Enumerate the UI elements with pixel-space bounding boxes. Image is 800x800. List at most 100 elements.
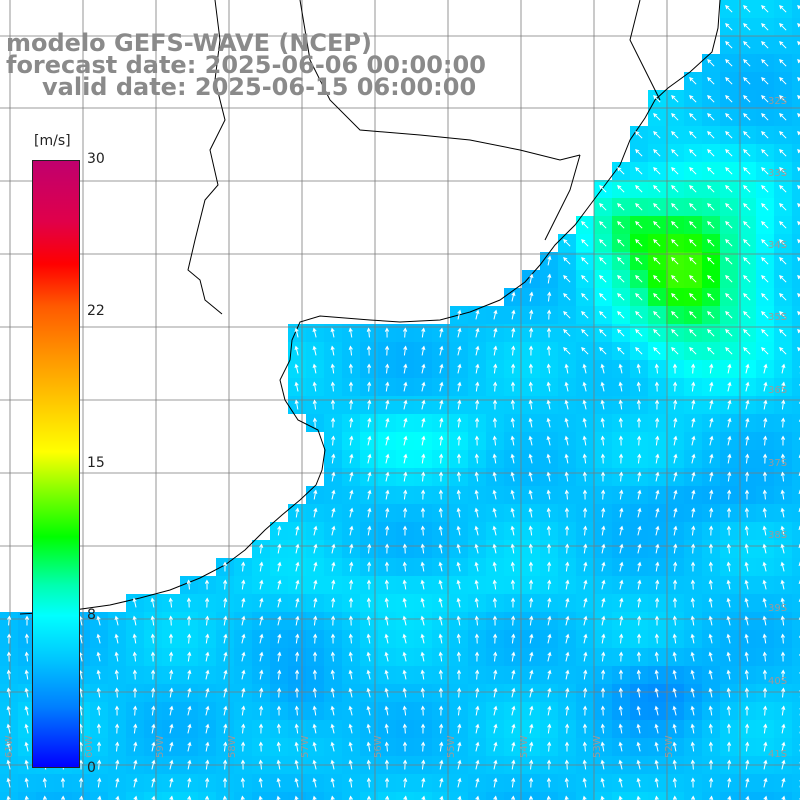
wind-arrow	[708, 705, 713, 716]
wind-arrow	[619, 597, 624, 608]
wind-arrow	[294, 327, 299, 338]
wind-cell	[630, 792, 648, 800]
wind-arrow	[438, 651, 443, 662]
wind-arrow	[745, 759, 750, 770]
wind-arrow	[277, 615, 282, 626]
wind-arrow	[709, 399, 714, 410]
wind-arrow	[439, 795, 444, 800]
wind-arrow	[133, 741, 138, 752]
wind-arrow	[709, 453, 714, 464]
wind-arrow	[331, 507, 336, 518]
wind-arrow	[761, 77, 769, 85]
wind-arrow	[780, 507, 785, 518]
wind-arrow	[761, 149, 769, 157]
wind-arrow	[744, 525, 749, 536]
wind-arrow	[115, 759, 120, 770]
wind-arrow	[744, 561, 749, 572]
wind-arrow	[457, 399, 462, 410]
wind-arrow	[725, 221, 733, 229]
wind-arrow	[439, 723, 444, 734]
wind-arrow	[241, 669, 246, 680]
wind-arrow	[312, 327, 317, 338]
wind-arrow	[312, 759, 317, 770]
wind-arrow	[689, 185, 697, 193]
wind-arrow	[583, 687, 588, 698]
wind-arrow	[600, 381, 605, 392]
wind-arrow	[204, 597, 210, 608]
wind-cell	[792, 648, 800, 666]
wind-arrow	[601, 651, 606, 662]
wind-arrow	[151, 687, 156, 698]
wind-arrow	[492, 507, 497, 518]
wind-arrow	[294, 363, 299, 374]
wind-arrow	[24, 777, 29, 788]
wind-arrow	[439, 759, 444, 770]
wind-arrow	[779, 329, 787, 337]
wind-arrow	[330, 741, 335, 752]
wind-arrow	[547, 597, 552, 608]
wind-arrow	[653, 95, 661, 103]
wind-cell	[792, 414, 800, 432]
wind-arrow	[689, 77, 697, 85]
wind-arrow	[797, 347, 800, 352]
wind-arrow	[96, 741, 102, 752]
wind-arrow	[725, 239, 733, 247]
wind-arrow	[331, 579, 336, 590]
wind-arrow	[690, 561, 696, 572]
wind-arrow	[635, 203, 643, 211]
wind-arrow	[187, 777, 192, 788]
wind-arrow	[546, 327, 552, 338]
wind-arrow	[725, 59, 733, 67]
wind-arrow	[743, 77, 751, 85]
wind-arrow	[761, 95, 769, 103]
wind-cell	[792, 216, 800, 234]
wind-arrow	[168, 615, 174, 626]
wind-arrow	[456, 525, 461, 536]
wind-arrow	[529, 597, 534, 608]
wind-arrow	[635, 347, 643, 355]
wind-arrow	[223, 615, 228, 626]
wind-arrow	[474, 597, 479, 608]
wind-arrow	[511, 327, 516, 338]
wind-arrow	[601, 543, 606, 554]
wind-arrow	[744, 651, 749, 662]
coastline-path	[19, 0, 721, 615]
wind-cell	[432, 792, 450, 800]
wind-arrow	[547, 633, 552, 644]
wind-arrow	[349, 579, 354, 590]
wind-arrow	[457, 777, 462, 788]
wind-cell	[792, 144, 800, 162]
wind-arrow	[6, 651, 12, 662]
wind-arrow	[6, 795, 11, 800]
wind-arrow	[403, 489, 408, 500]
wind-arrow	[743, 293, 751, 301]
wind-arrow	[457, 741, 462, 752]
wind-arrow	[762, 579, 767, 590]
wind-arrow	[653, 203, 661, 211]
wind-arrow	[78, 777, 84, 788]
wind-arrow	[114, 705, 120, 716]
wind-arrow	[798, 471, 800, 477]
wind-arrow	[599, 257, 607, 265]
wind-arrow	[456, 435, 462, 446]
wind-arrow	[259, 543, 264, 554]
wind-arrow	[707, 203, 715, 211]
wind-arrow	[547, 723, 552, 734]
wind-arrow	[654, 669, 659, 680]
wind-arrow	[529, 291, 534, 302]
wind-arrow	[797, 131, 800, 136]
wind-arrow	[529, 327, 534, 338]
wind-arrow	[727, 399, 732, 410]
wind-arrow	[528, 417, 533, 428]
wind-arrow	[330, 687, 335, 698]
wind-arrow	[259, 597, 264, 608]
wind-arrow	[367, 471, 372, 482]
wind-arrow	[529, 309, 534, 320]
wind-arrow	[654, 759, 659, 770]
wind-arrow	[743, 185, 751, 193]
wind-arrow	[564, 399, 569, 410]
wind-arrow	[348, 705, 353, 716]
wind-arrow	[779, 293, 787, 301]
wind-arrow	[420, 633, 425, 644]
wind-arrow	[403, 471, 408, 482]
